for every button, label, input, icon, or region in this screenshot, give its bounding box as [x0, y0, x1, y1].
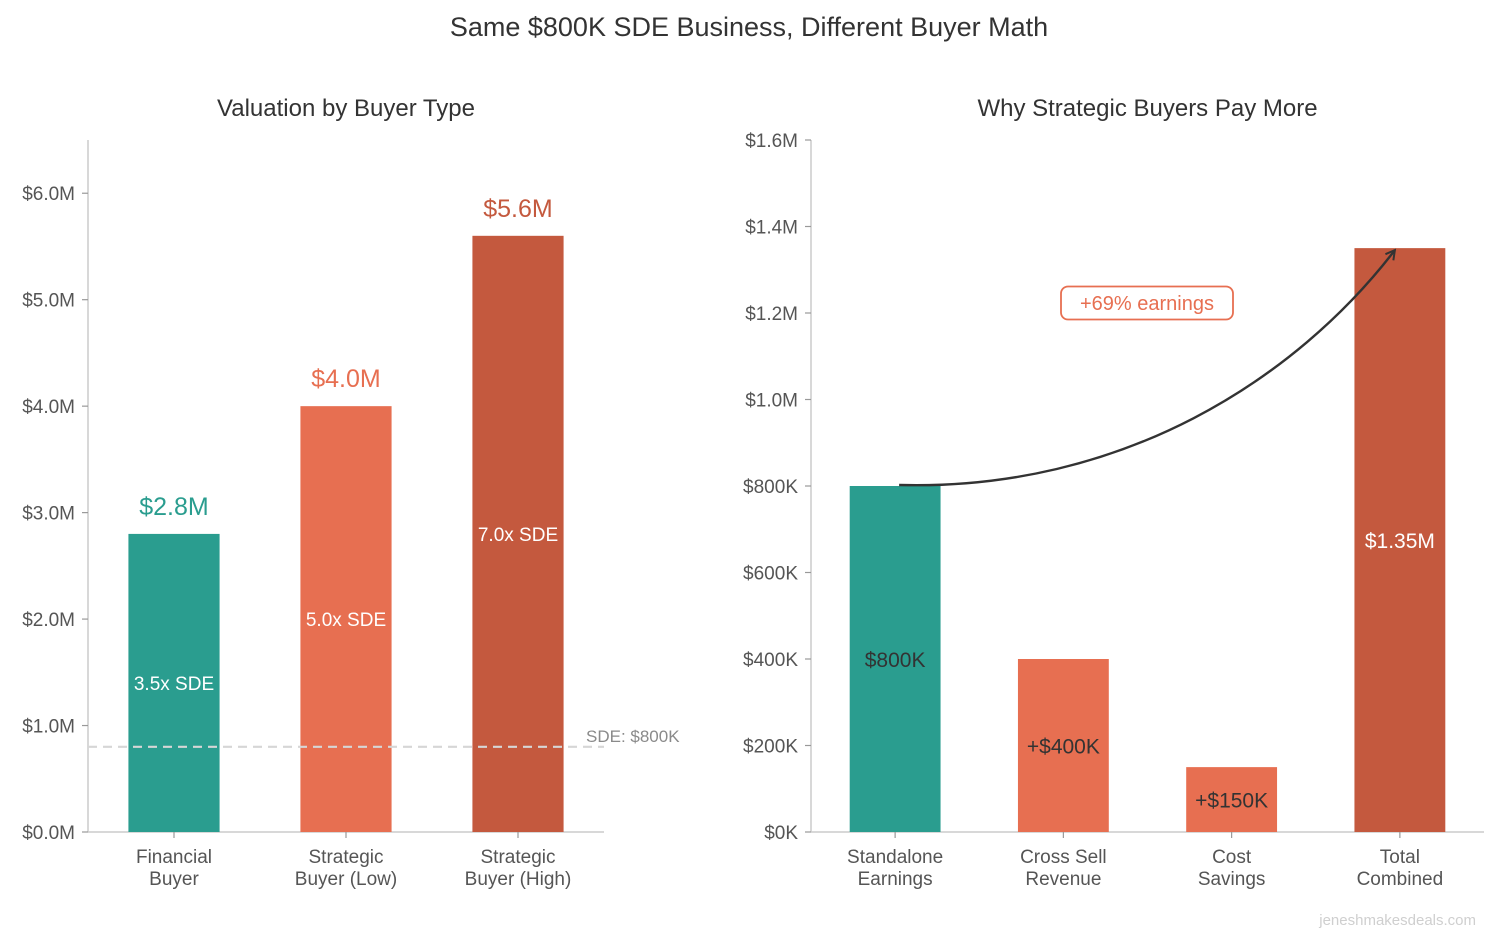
chart2-bar-label: $1.35M — [1365, 530, 1435, 553]
chart2-title: Why Strategic Buyers Pay More — [977, 95, 1317, 122]
chart2-y-tick-label: $1.0M — [745, 391, 798, 412]
chart2-bar-label: +$400K — [1027, 736, 1100, 759]
chart1-y-tick-label: $0.0M — [22, 823, 75, 844]
chart1-bar — [128, 533, 220, 832]
chart2-bar — [849, 486, 941, 832]
chart2-bar-label: $800K — [865, 649, 926, 672]
valuation-by-buyer-type-chart: Valuation by Buyer Type $0.0M $1.0M $2.0M $3… — [22, 95, 680, 890]
chart1-title: Valuation by Buyer Type — [217, 95, 475, 122]
chart2-x-tick-label: Cost Savings — [1198, 847, 1266, 890]
chart1-x-tick-label: Strategic Buyer (Low) — [295, 847, 397, 890]
chart1-y-tick-label: $6.0M — [22, 184, 75, 205]
figure-title: Same $800K SDE Business, Different Buyer… — [449, 12, 1049, 42]
chart1-y-tick-label: $5.0M — [22, 291, 75, 312]
strategic-buyers-pay-more-chart: Why Strategic Buyers Pay More $0K $200K $40… — [743, 95, 1484, 890]
chart1-x-tick-label: Financial Buyer — [136, 847, 212, 890]
chart1-y-tick-label: $1.0M — [22, 717, 75, 738]
chart2-y-tick-label: $800K — [743, 477, 798, 498]
chart2-y-tick-label: $1.6M — [745, 131, 798, 152]
chart2-y-tick-label: $600K — [743, 564, 798, 585]
chart2-y-tick-label: $0K — [764, 823, 798, 844]
chart2-x-tick-label: Total Combined — [1357, 847, 1444, 890]
chart1-x-tick-label: Strategic Buyer (High) — [465, 847, 572, 890]
chart2-growth-arrow — [899, 250, 1395, 487]
chart2-bar — [1186, 767, 1278, 832]
chart2-y-tick-label: $400K — [743, 650, 798, 671]
chart2-bar — [1017, 659, 1109, 832]
chart1-sde-reference-label: SDE: $800K — [586, 727, 680, 746]
chart2-y-tick-label: $200K — [743, 737, 798, 758]
chart2-x-tick-label: Standalone Earnings — [847, 847, 943, 890]
chart2-bar — [1354, 248, 1446, 832]
chart1-y-tick-label: $4.0M — [22, 397, 75, 418]
chart1-bar — [300, 406, 392, 832]
chart2-bar-label: +$150K — [1195, 790, 1268, 813]
chart1-value-label: $2.8M — [139, 493, 208, 521]
chart1-y-tick-label: $3.0M — [22, 504, 75, 525]
chart2-x-tick-label: Cross Sell Revenue — [1020, 847, 1107, 890]
chart2-annotation-box — [1060, 285, 1234, 321]
chart1-multiple-label: 7.0x SDE — [478, 525, 558, 546]
chart1-value-label: $5.6M — [483, 195, 552, 223]
chart1-multiple-label: 3.5x SDE — [134, 674, 214, 695]
chart1-bar — [472, 235, 564, 833]
chart1-multiple-label: 5.0x SDE — [306, 610, 386, 631]
chart2-y-tick-label: $1.2M — [745, 304, 798, 325]
chart2-y-tick-label: $1.4M — [745, 218, 798, 239]
chart1-y-tick-label: $2.0M — [22, 610, 75, 631]
chart1-value-label: $4.0M — [311, 365, 380, 393]
chart2-annotation-text: +69% earnings — [1080, 293, 1214, 315]
watermark: jeneshmakesdeals.com — [1319, 912, 1476, 929]
